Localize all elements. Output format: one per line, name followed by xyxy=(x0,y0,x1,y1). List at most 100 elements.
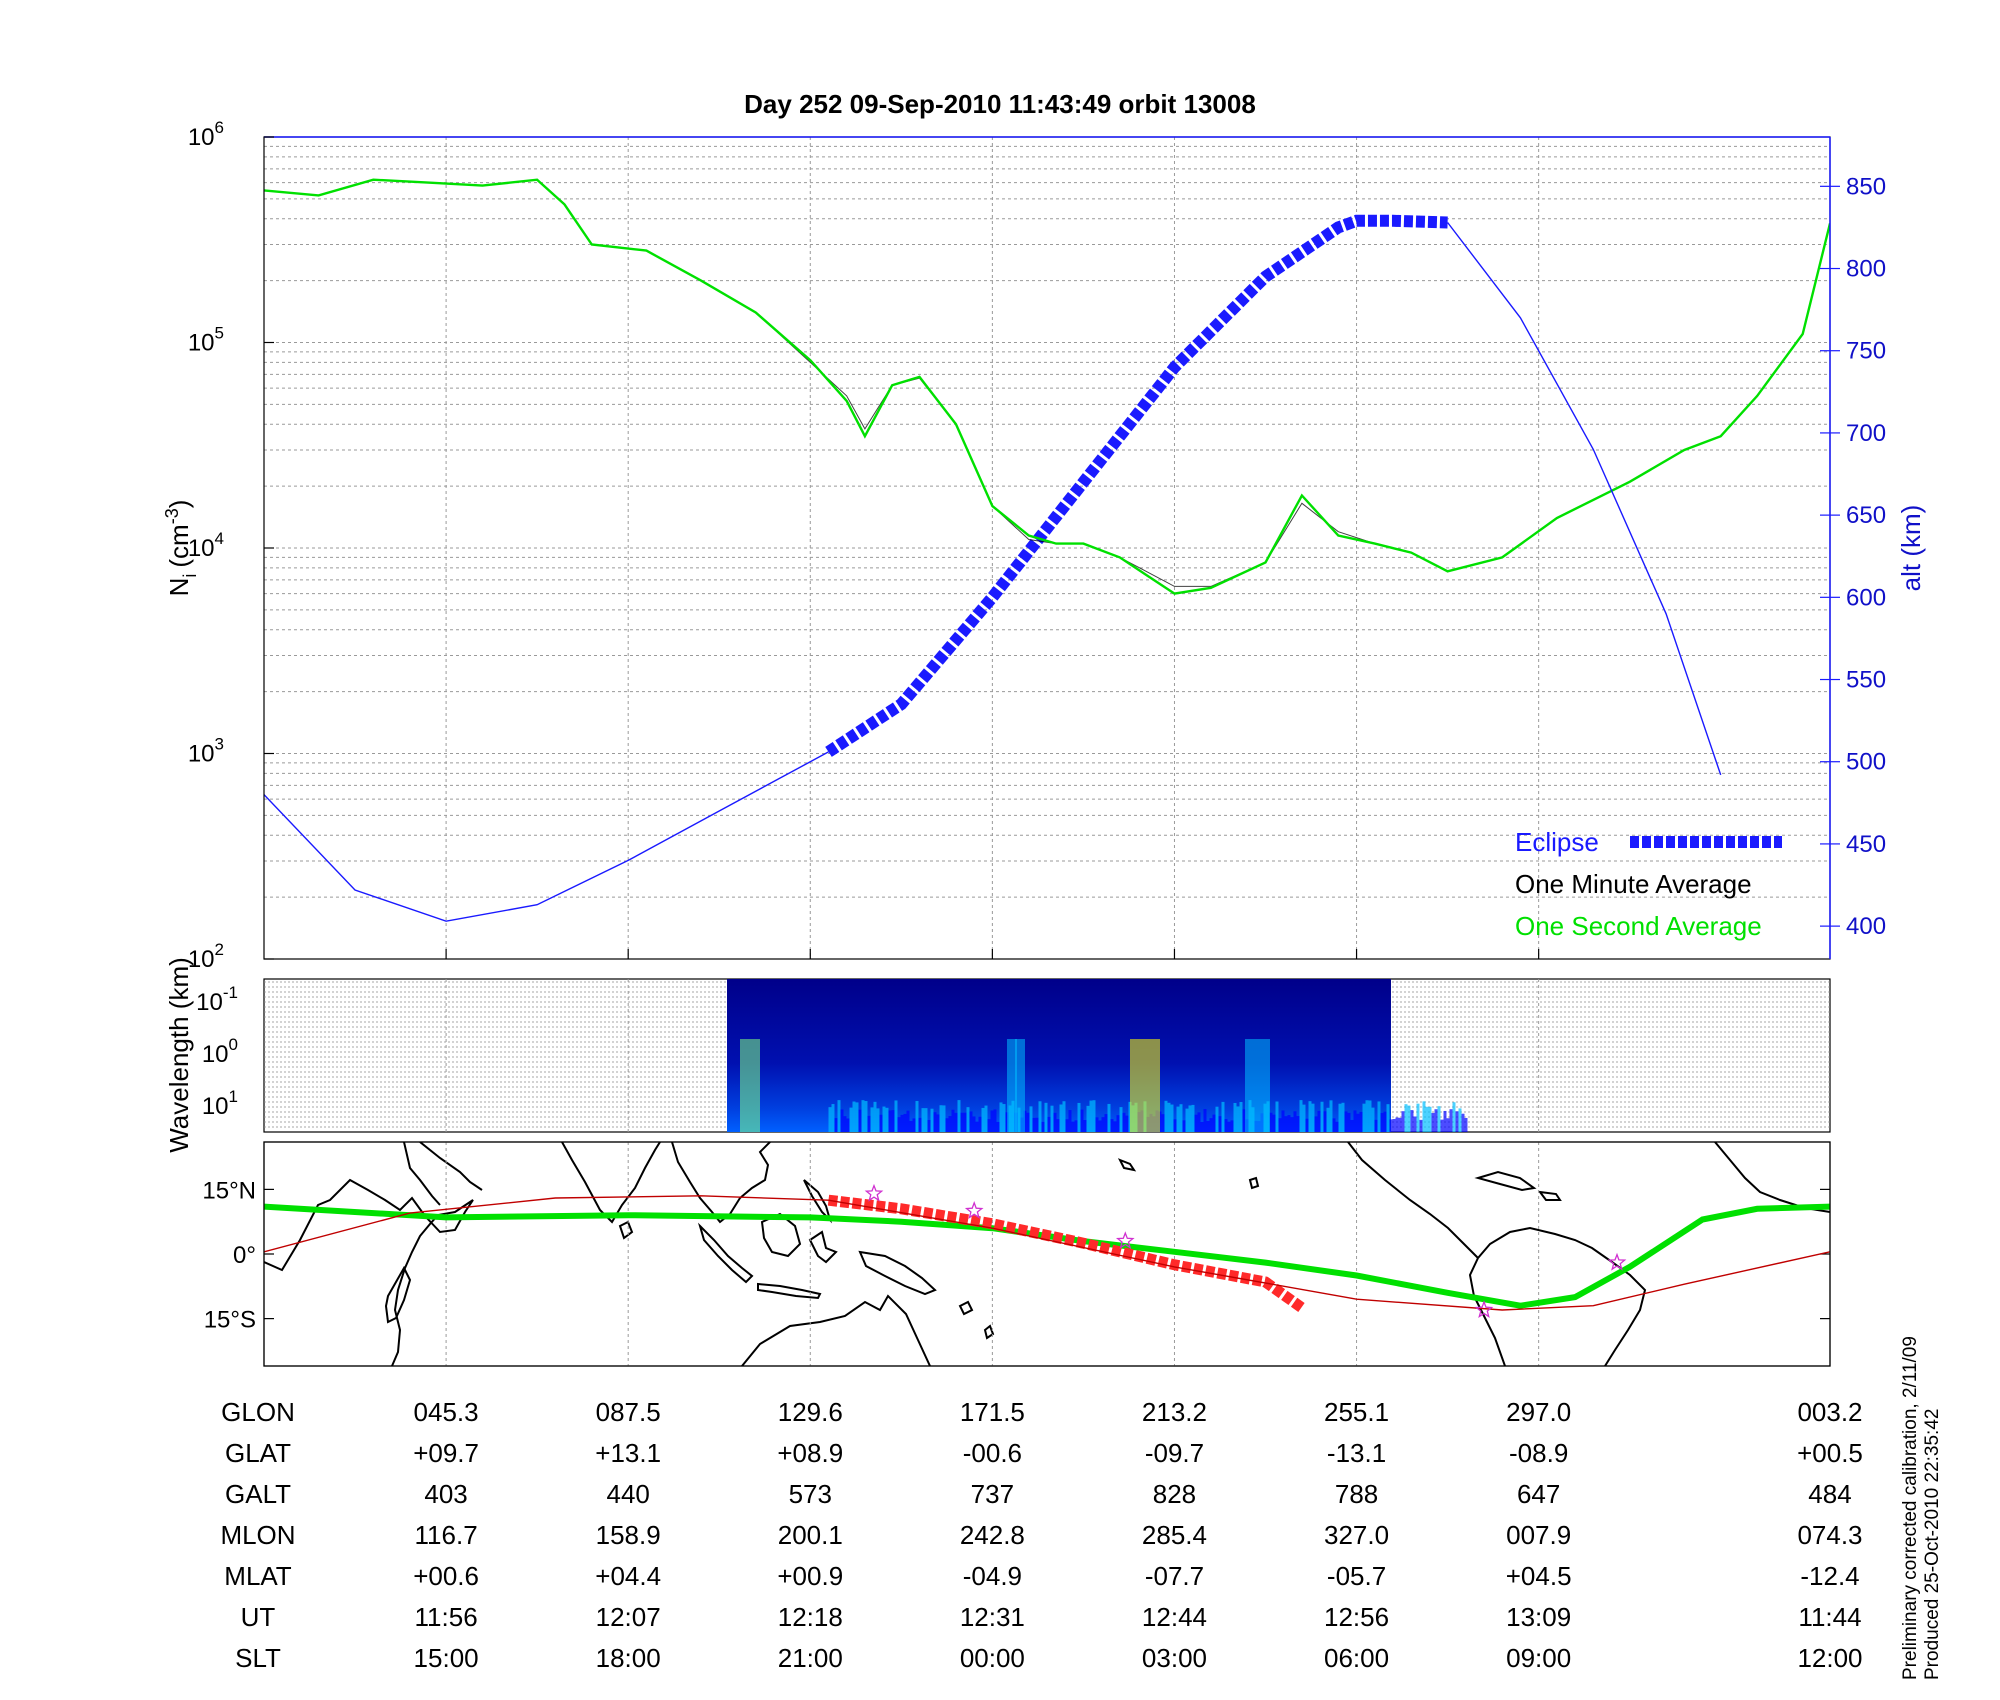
spec-low-band xyxy=(1311,1103,1315,1132)
table-cell: -09.7 xyxy=(1145,1438,1204,1468)
table-row-label: MLAT xyxy=(224,1561,292,1591)
spec-low-band xyxy=(999,1102,1003,1132)
altitude-line xyxy=(1447,222,1722,776)
spec-low-band xyxy=(1215,1106,1219,1132)
table-cell: 11:44 xyxy=(1798,1602,1861,1632)
map-y-ticks: 15°N 0° 15°S xyxy=(202,1177,256,1333)
spec-low-band xyxy=(1323,1111,1327,1132)
spec-low-band xyxy=(1392,1118,1396,1132)
spec-low-band xyxy=(1221,1101,1225,1132)
spec-low-band xyxy=(1416,1103,1420,1132)
spec-low-band xyxy=(951,1109,955,1132)
table-cell: 255.1 xyxy=(1324,1397,1389,1427)
table-cell: -13.1 xyxy=(1327,1438,1386,1468)
spec-low-band xyxy=(1272,1114,1276,1132)
spec-low-band xyxy=(1056,1119,1060,1132)
map-frame xyxy=(263,1141,1831,1367)
spec-low-band xyxy=(1341,1102,1345,1132)
spec-low-band xyxy=(867,1115,871,1132)
spec-low-band xyxy=(969,1111,973,1132)
map-tick-label: 15°N xyxy=(202,1177,256,1204)
tick-base: 10 xyxy=(188,741,215,768)
table-cell: 03:00 xyxy=(1142,1643,1207,1673)
tick-base: 10 xyxy=(188,124,215,151)
spec-low-band xyxy=(1002,1104,1006,1132)
spec-low-band xyxy=(1125,1115,1129,1132)
spec-feature xyxy=(1007,1039,1017,1132)
spec-low-band xyxy=(1236,1106,1240,1132)
spec-low-band xyxy=(1452,1102,1456,1132)
map-gridlines xyxy=(264,1142,1830,1366)
spec-low-band xyxy=(921,1108,925,1132)
coastline-java xyxy=(757,1282,822,1300)
spec-low-band xyxy=(987,1119,991,1132)
tick-base: 10 xyxy=(188,946,215,973)
table-row-label: GLAT xyxy=(225,1438,291,1468)
table-cell: +00.6 xyxy=(413,1561,479,1591)
spec-low-band xyxy=(1362,1103,1366,1132)
top-series xyxy=(264,178,1830,922)
one-second-line xyxy=(264,178,1830,595)
table-cell: 074.3 xyxy=(1797,1520,1862,1550)
spec-feature xyxy=(740,1039,760,1132)
spec-low-band xyxy=(1299,1100,1303,1132)
spec-low-band xyxy=(1329,1100,1333,1132)
table-cell: 297.0 xyxy=(1506,1397,1571,1427)
spec-low-band xyxy=(864,1101,868,1132)
spec-low-band xyxy=(1314,1116,1318,1132)
spec-low-band xyxy=(1110,1119,1114,1132)
table-row-label: GLON xyxy=(221,1397,295,1427)
spec-low-band xyxy=(1374,1119,1378,1132)
spec-low-band xyxy=(1368,1100,1372,1132)
spec-low-band xyxy=(891,1110,895,1132)
legend: Eclipse One Minute Average One Second Aver… xyxy=(1515,827,1782,941)
orbit-info-table: GLON 045.3 087.5 129.6 171.5 213.2 255.1 297.0 0… xyxy=(220,1397,1862,1673)
spec-low-band xyxy=(912,1118,916,1132)
spec-low-band xyxy=(1212,1114,1216,1132)
y-tick-label: 105 xyxy=(188,324,224,357)
table-row-label: MLON xyxy=(220,1520,295,1550)
ylabel-sub: i xyxy=(180,574,200,578)
spec-low-band xyxy=(1113,1121,1117,1132)
table-cell: -04.9 xyxy=(963,1561,1022,1591)
spec-low-band xyxy=(1365,1100,1369,1132)
spec-low-band xyxy=(1287,1115,1291,1132)
coastline-sulawesi xyxy=(808,1230,838,1264)
tick-base: 10 xyxy=(202,1093,229,1120)
spec-low-band xyxy=(1194,1114,1198,1132)
spec-low-band xyxy=(1083,1120,1087,1132)
spec-low-band xyxy=(948,1116,952,1132)
spec-low-band xyxy=(1437,1106,1441,1132)
spec-low-band xyxy=(1041,1121,1045,1132)
table-cell: +00.9 xyxy=(777,1561,843,1591)
legend-label: Eclipse xyxy=(1515,827,1599,857)
spec-low-band xyxy=(843,1116,847,1132)
spec-low-band xyxy=(1230,1120,1234,1132)
spec-low-band xyxy=(1197,1112,1201,1132)
table-cell: 12:44 xyxy=(1142,1602,1207,1632)
spec-low-band xyxy=(1062,1101,1066,1132)
spec-low-band xyxy=(1185,1108,1189,1132)
spec-low-band xyxy=(1098,1120,1102,1132)
tick-base: 10 xyxy=(188,535,215,562)
spec-low-band xyxy=(1053,1112,1057,1132)
spec-low-band xyxy=(1071,1121,1075,1132)
right-y-ticks: 400 450 500 550 600 650 700 750 800 850 xyxy=(1820,173,1886,940)
spec-low-band xyxy=(1065,1119,1069,1132)
spec-low-band xyxy=(1044,1102,1048,1132)
spec-low-band xyxy=(1224,1119,1228,1132)
y-tick-label: 106 xyxy=(188,118,224,151)
spec-low-band xyxy=(1464,1117,1468,1132)
spec-low-band xyxy=(837,1100,841,1132)
map-tracks xyxy=(264,1183,1830,1318)
spec-low-band xyxy=(1176,1106,1180,1132)
spec-low-band xyxy=(936,1114,940,1132)
table-cell: 440 xyxy=(606,1479,649,1509)
spec-low-band xyxy=(1218,1116,1222,1132)
star-marker xyxy=(964,1201,984,1219)
spec-low-band xyxy=(996,1121,1000,1132)
spec-low-band xyxy=(840,1109,844,1132)
spec-low-band xyxy=(1128,1101,1132,1132)
